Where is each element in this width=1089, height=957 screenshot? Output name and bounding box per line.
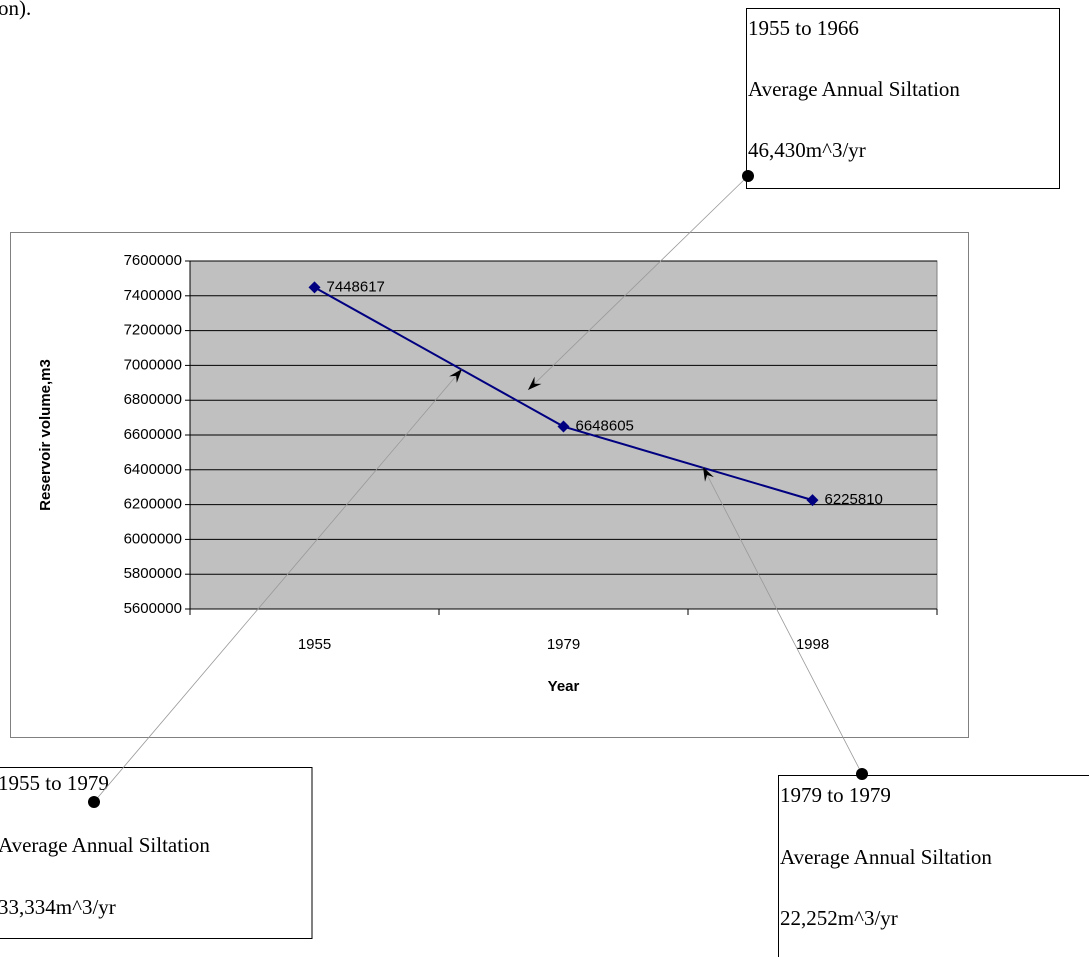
marker xyxy=(308,281,321,294)
annotation-box xyxy=(746,8,1060,189)
annotation-text: 1955 to 1966 xyxy=(748,16,859,40)
y-tick-label: 6600000 xyxy=(124,426,182,443)
annotation-text: Average Annual Siltation xyxy=(780,845,992,869)
x-tick-label: 1998 xyxy=(796,636,829,653)
annotation-leader xyxy=(93,368,463,803)
y-tick-label: 6200000 xyxy=(124,496,182,513)
marker xyxy=(557,420,570,433)
annotation-box xyxy=(778,775,1089,957)
annotation-arrow xyxy=(703,467,714,482)
annotation-text: 1955 to 1979 xyxy=(0,771,109,795)
annotation-dot xyxy=(856,768,868,780)
annotation-text: Average Annual Siltation xyxy=(0,833,210,857)
y-tick-label: 6000000 xyxy=(124,530,182,547)
y-tick-label: 6400000 xyxy=(124,461,182,478)
annotation-leader xyxy=(702,466,863,775)
data-label: 7448617 xyxy=(327,278,385,295)
y-tick-label: 7000000 xyxy=(124,356,182,373)
annotation-text: 1979 to 1979 xyxy=(780,783,891,807)
y-tick-label: 7600000 xyxy=(124,252,182,269)
x-axis-label: Year xyxy=(548,678,580,695)
y-tick-label: 5800000 xyxy=(124,565,182,582)
x-tick-label: 1979 xyxy=(547,636,580,653)
annotation-arrow xyxy=(528,376,542,390)
annotation-dot xyxy=(88,796,100,808)
annotation-box xyxy=(0,767,313,939)
page-fragment: on). xyxy=(0,0,31,20)
y-tick-label: 7200000 xyxy=(124,322,182,339)
annotation-dot xyxy=(742,170,754,182)
annotation-text: Average Annual Siltation xyxy=(748,77,960,101)
y-axis-label: Reservoir volume,m3 xyxy=(37,359,54,511)
data-label: 6225810 xyxy=(825,491,883,508)
annotation-text: 46,430m^3/yr xyxy=(748,138,866,162)
annotation-text: 22,252m^3/yr xyxy=(780,906,898,930)
data-label: 6648605 xyxy=(576,418,634,435)
y-tick-label: 7400000 xyxy=(124,287,182,304)
marker xyxy=(806,494,819,507)
x-tick-label: 1955 xyxy=(298,636,331,653)
annotation-text: 33,334m^3/yr xyxy=(0,895,116,919)
annotation-arrow xyxy=(449,369,462,383)
y-tick-label: 5600000 xyxy=(124,600,182,617)
y-tick-label: 6800000 xyxy=(124,391,182,408)
annotation-leader xyxy=(527,175,749,391)
